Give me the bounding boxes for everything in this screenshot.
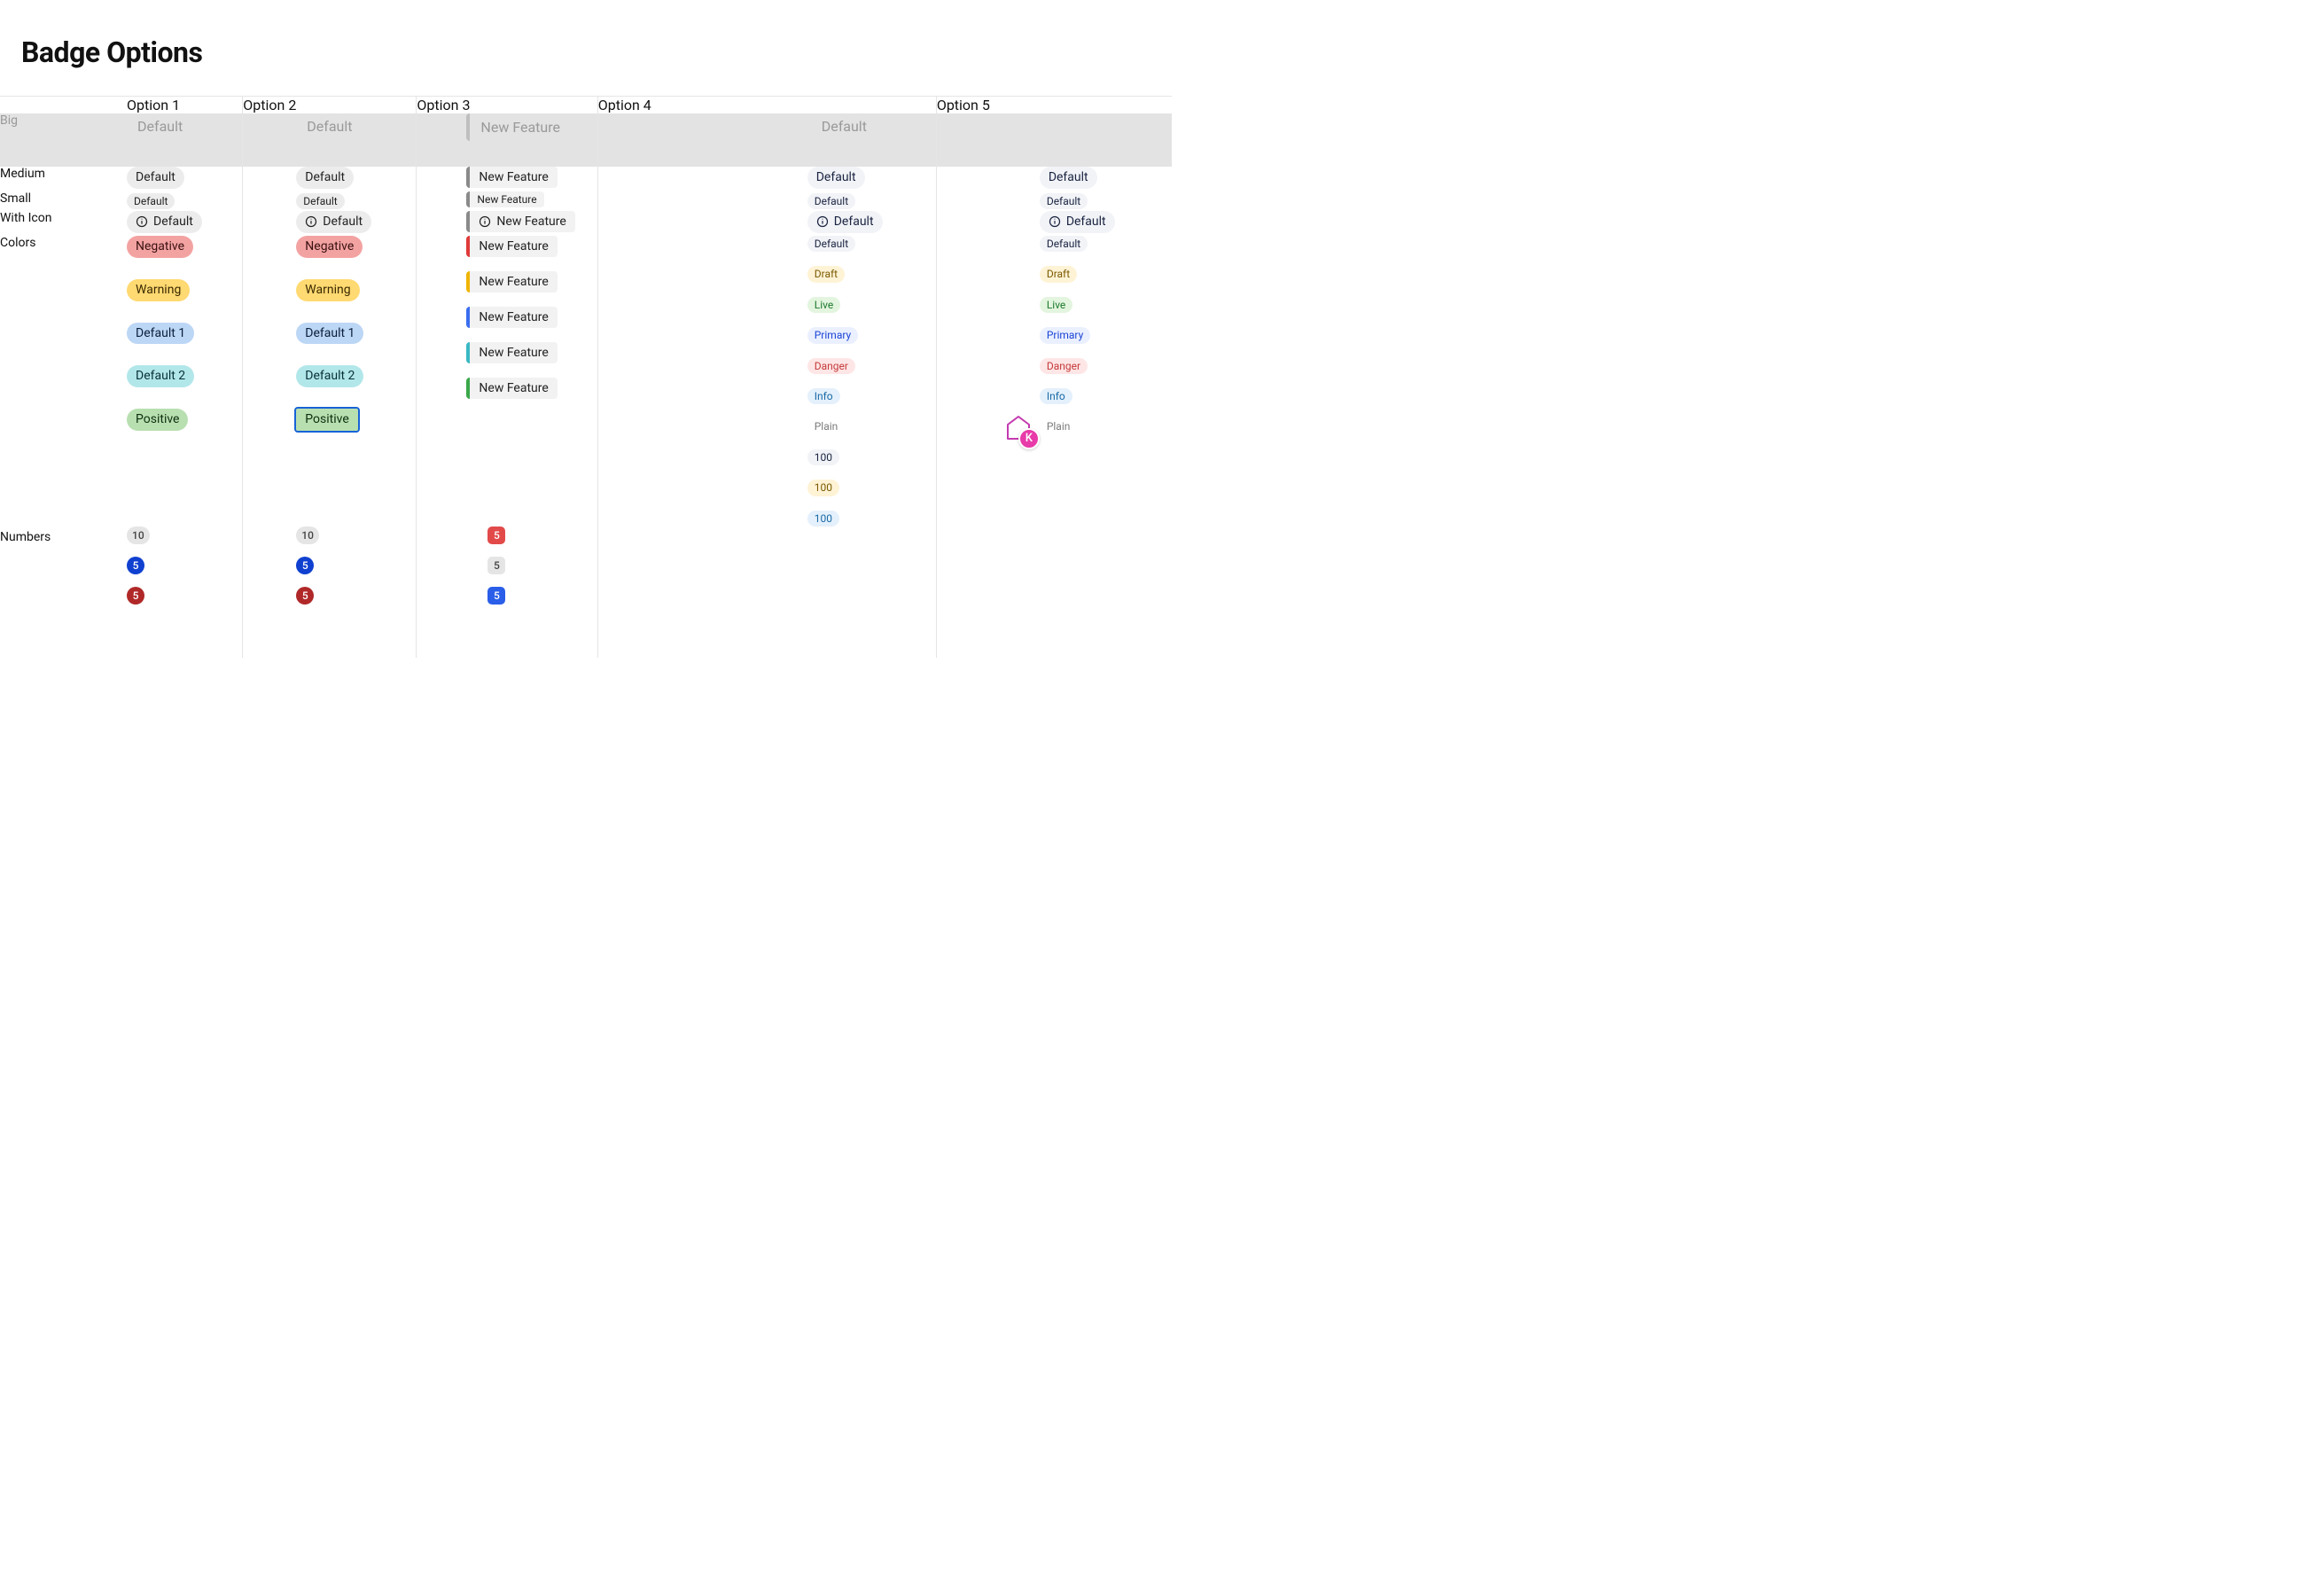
badge-warning: Warning bbox=[296, 279, 359, 301]
badge-default1: Default 1 bbox=[296, 323, 363, 345]
badge-small-opt2: Default bbox=[296, 193, 344, 209]
badge-icon-opt2: Default bbox=[296, 211, 371, 233]
badge-big-opt4: Default bbox=[811, 113, 877, 139]
row-colors: Colors Negative Warning Default 1 Defaul… bbox=[0, 236, 1172, 527]
barbadge-teal: New Feature bbox=[466, 342, 557, 363]
numbers-stack-opt2: 10 5 5 bbox=[296, 527, 416, 605]
badge-positive: Positive bbox=[127, 409, 188, 431]
row-small: Small Default Default New Feature Defaul… bbox=[0, 191, 1172, 211]
badge-lt-info: Info bbox=[1040, 388, 1072, 404]
colors-stack-opt2: Negative Warning Default 1 Default 2 Pos… bbox=[296, 236, 416, 431]
badge-medium-opt5: Default bbox=[1040, 167, 1097, 189]
grid: Option 1 Option 2 Option 3 Option 4 Opti… bbox=[0, 96, 1172, 658]
badge-warning: Warning bbox=[127, 279, 190, 301]
numchip-5g: 5 bbox=[487, 557, 505, 574]
badge-lt-draft: Draft bbox=[807, 266, 845, 282]
badge-small-opt3: New Feature bbox=[466, 191, 543, 207]
badge-lt-live: Live bbox=[1040, 297, 1072, 313]
badge-medium-opt3: New Feature bbox=[466, 167, 557, 188]
barbadge-green: New Feature bbox=[466, 378, 557, 399]
numchip-5b: 5 bbox=[127, 557, 144, 574]
badge-medium-opt2: Default bbox=[296, 167, 354, 189]
barbadge-blue: New Feature bbox=[466, 307, 557, 328]
badge-lt-info: Info bbox=[807, 388, 840, 404]
numchip-5b: 5 bbox=[296, 557, 314, 574]
row-medium: Medium Default Default New Feature Defau… bbox=[0, 167, 1172, 191]
numchip-5r: 5 bbox=[127, 587, 144, 605]
colors-stack-opt4: Default Draft Live Primary Danger Info P… bbox=[807, 236, 936, 527]
badge-small-opt4: Default bbox=[807, 193, 855, 209]
badge-icon-opt4: Default bbox=[807, 211, 883, 233]
badge-lt-danger: Danger bbox=[1040, 358, 1088, 374]
numchip-5b: 5 bbox=[487, 587, 505, 605]
numchip-5r: 5 bbox=[296, 587, 314, 605]
badge-default1: Default 1 bbox=[127, 323, 194, 345]
row-numbers: Numbers 10 5 5 10 5 5 bbox=[0, 527, 1172, 605]
badge-icon-opt3: New Feature bbox=[466, 211, 574, 232]
numbers-stack-opt1: 10 5 5 bbox=[127, 527, 242, 605]
badge-medium-opt4: Default bbox=[807, 167, 865, 189]
badge-positive-selected[interactable]: Positive bbox=[296, 409, 357, 431]
badge-small-opt5: Default bbox=[1040, 193, 1088, 209]
colors-stack-opt1: Negative Warning Default 1 Default 2 Pos… bbox=[127, 236, 242, 431]
row-label-small: Small bbox=[0, 191, 127, 211]
badge-big-opt2: Default bbox=[296, 113, 363, 139]
row-label-colors: Colors bbox=[0, 236, 127, 527]
col-header-2: Option 2 bbox=[243, 97, 417, 113]
badge-lt-plain: Plain bbox=[807, 418, 846, 434]
numchip-10: 10 bbox=[296, 527, 319, 544]
col-header-5: Option 5 bbox=[936, 97, 1172, 113]
info-icon bbox=[816, 215, 829, 228]
row-label-big: Big bbox=[0, 113, 127, 167]
row-label-numbers: Numbers bbox=[0, 527, 127, 605]
badge-small-opt1: Default bbox=[127, 193, 175, 209]
barbadge-red: New Feature bbox=[466, 236, 557, 257]
badge-num-100c: 100 bbox=[807, 511, 839, 527]
avatar-widget[interactable]: K bbox=[1004, 414, 1040, 449]
info-icon bbox=[305, 215, 317, 228]
col-header-3: Option 3 bbox=[417, 97, 597, 113]
badge-icon-opt1: Default bbox=[127, 211, 202, 233]
badge-lt-live: Live bbox=[807, 297, 840, 313]
row-label-withicon: With Icon bbox=[0, 211, 127, 236]
numbers-stack-opt3: 5 5 5 bbox=[487, 527, 597, 605]
badge-negative: Negative bbox=[296, 236, 363, 258]
avatar-letter: K bbox=[1018, 428, 1040, 449]
row-label-medium: Medium bbox=[0, 167, 127, 191]
row-withicon: With Icon Default Default bbox=[0, 211, 1172, 236]
badge-default2: Default 2 bbox=[296, 365, 363, 387]
badge-lt-primary: Primary bbox=[1040, 327, 1090, 343]
bar-icon bbox=[466, 113, 470, 141]
header-row: Option 1 Option 2 Option 3 Option 4 Opti… bbox=[0, 97, 1172, 113]
badge-lt-primary: Primary bbox=[807, 327, 858, 343]
badge-lt-draft: Draft bbox=[1040, 266, 1077, 282]
barbadge-yellow: New Feature bbox=[466, 271, 557, 293]
page-title: Badge Options bbox=[21, 35, 1172, 69]
info-icon bbox=[479, 215, 491, 228]
info-icon bbox=[136, 215, 148, 228]
numchip-5r: 5 bbox=[487, 527, 505, 544]
col-header-4: Option 4 bbox=[597, 97, 936, 113]
badge-lt-default: Default bbox=[807, 236, 855, 252]
numchip-10: 10 bbox=[127, 527, 150, 544]
badge-lt-plain: Plain bbox=[1040, 418, 1078, 434]
col-header-1: Option 1 bbox=[127, 97, 243, 113]
colors-stack-opt3: New Feature New Feature New Feature New … bbox=[466, 236, 597, 399]
badge-lt-danger: Danger bbox=[807, 358, 855, 374]
info-icon bbox=[1049, 215, 1061, 228]
spacer-row bbox=[0, 605, 1172, 658]
badge-negative: Negative bbox=[127, 236, 193, 258]
row-big: Big Default Default New Feature Default bbox=[0, 113, 1172, 167]
colors-stack-opt5: Default Draft Live Primary Danger Info P… bbox=[1040, 236, 1172, 449]
badge-big-opt1: Default bbox=[127, 113, 193, 139]
badge-num-100a: 100 bbox=[807, 449, 839, 465]
badge-icon-opt5: Default bbox=[1040, 211, 1115, 233]
badge-lt-default: Default bbox=[1040, 236, 1088, 252]
badge-medium-opt1: Default bbox=[127, 167, 184, 189]
badge-big-opt3: New Feature bbox=[466, 113, 571, 141]
badge-num-100b: 100 bbox=[807, 480, 839, 495]
page: Badge Options Option 1 Option 2 Option 3… bbox=[0, 35, 1172, 658]
badge-default2: Default 2 bbox=[127, 365, 194, 387]
